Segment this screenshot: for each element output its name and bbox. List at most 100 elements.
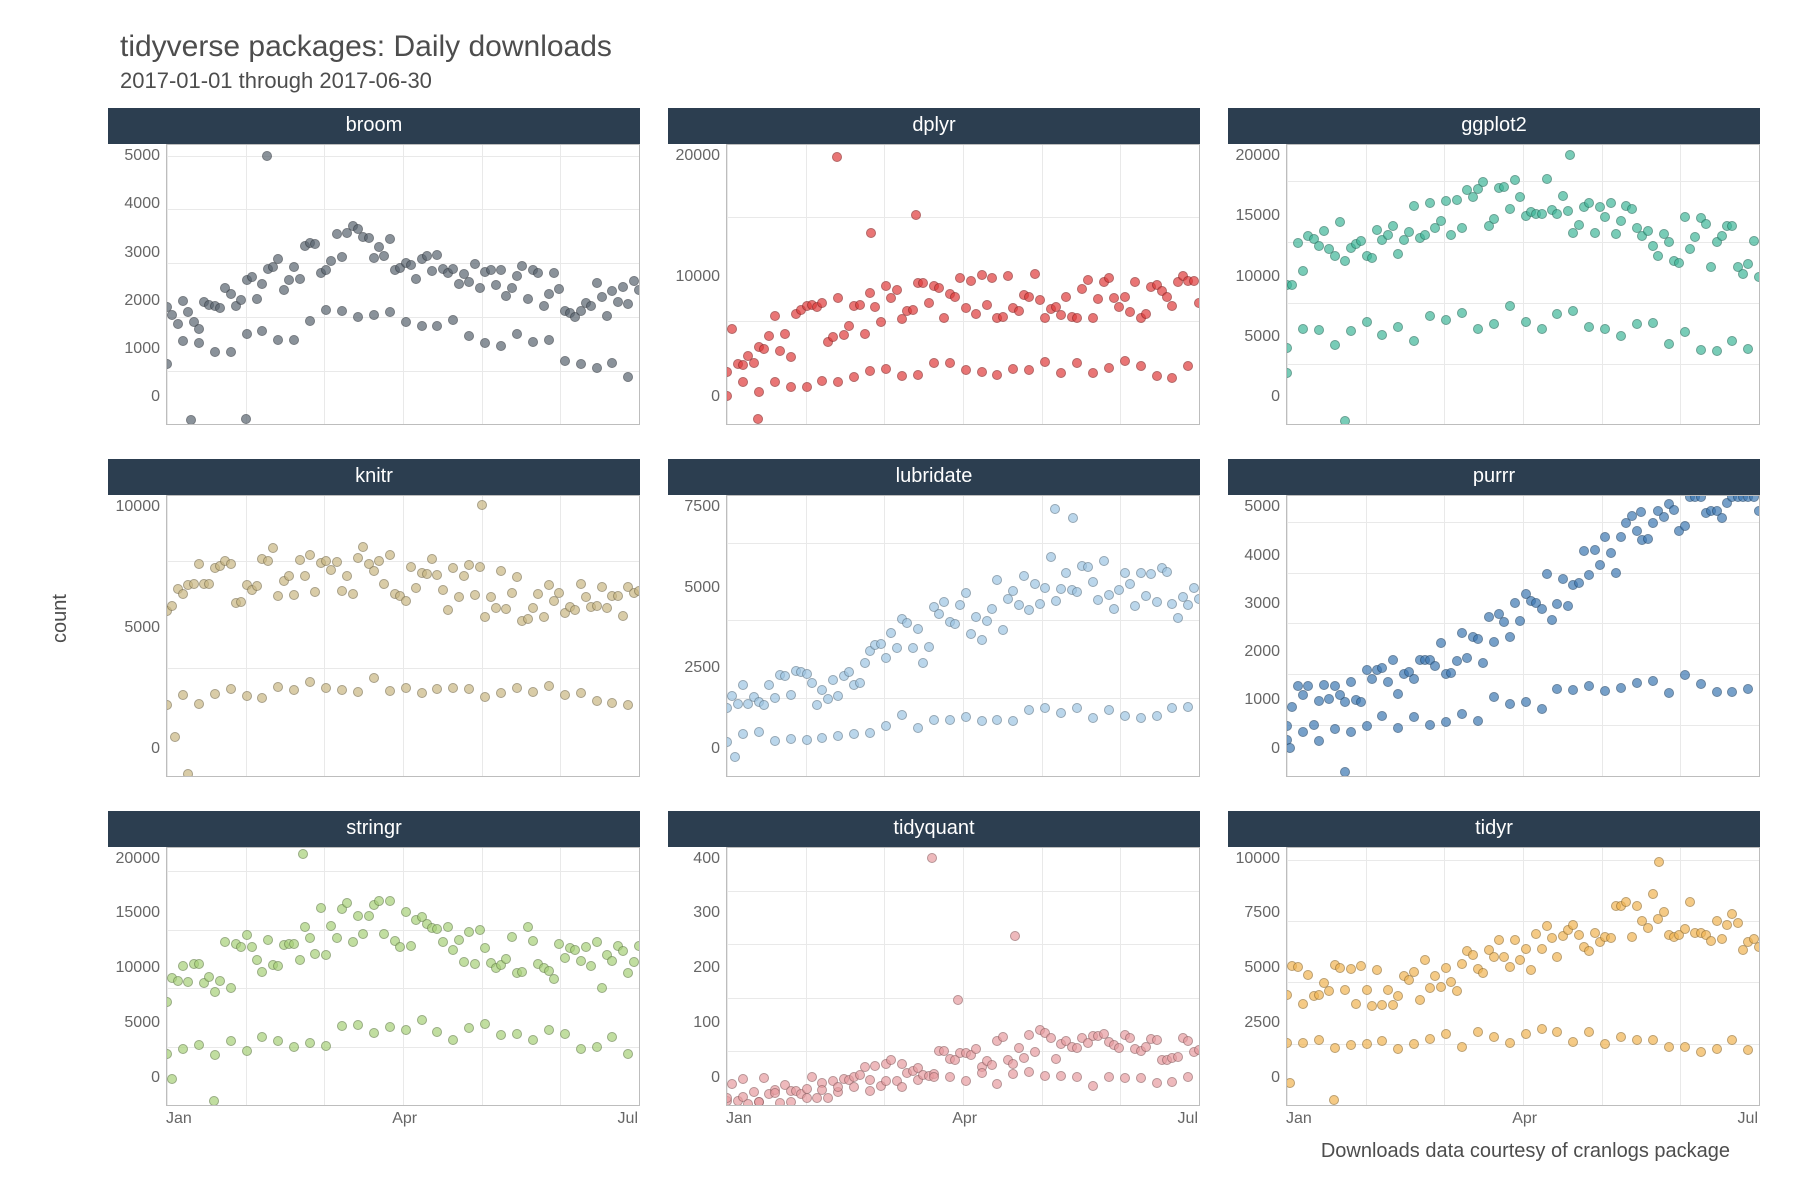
data-point — [1515, 616, 1525, 626]
data-point — [459, 957, 469, 967]
data-point — [1104, 590, 1114, 600]
data-point — [438, 937, 448, 947]
data-point — [1061, 568, 1071, 578]
data-point — [1152, 711, 1162, 721]
data-point — [401, 317, 411, 327]
data-point — [379, 251, 389, 261]
data-point — [183, 769, 193, 777]
y-tick-label: 20000 — [116, 851, 161, 867]
data-point — [358, 929, 368, 939]
data-point — [1457, 959, 1467, 969]
data-point — [226, 289, 236, 299]
data-point — [1298, 999, 1308, 1009]
data-point — [332, 557, 342, 567]
data-point — [1362, 985, 1372, 995]
data-point — [167, 1074, 177, 1084]
data-point — [1749, 236, 1759, 246]
data-point — [1125, 1033, 1135, 1043]
data-point — [1547, 933, 1557, 943]
data-point — [1743, 1045, 1753, 1055]
data-point — [1314, 1035, 1324, 1045]
data-point — [1584, 1027, 1594, 1037]
x-axis: JanAprJul — [108, 1106, 640, 1128]
plot-panel — [1286, 847, 1760, 1106]
x-tick-label: Jan — [726, 1110, 752, 1128]
data-point — [1194, 298, 1200, 308]
data-point — [1024, 1030, 1034, 1040]
data-point — [1510, 175, 1520, 185]
facet-strip: lubridate — [668, 459, 1200, 495]
y-tick-label: 300 — [693, 905, 720, 921]
y-tick-label: 2000 — [1244, 644, 1280, 660]
data-point — [1056, 708, 1066, 718]
data-point — [726, 391, 732, 401]
data-point — [1425, 1034, 1435, 1044]
data-point — [727, 1079, 737, 1089]
gridline-v — [1199, 145, 1200, 424]
data-point — [592, 1042, 602, 1052]
data-point — [570, 605, 580, 615]
data-point — [1489, 1032, 1499, 1042]
data-point — [1340, 697, 1350, 707]
data-point — [1489, 692, 1499, 702]
data-point — [726, 703, 732, 713]
data-point — [977, 716, 987, 726]
data-point — [1061, 292, 1071, 302]
data-point — [1425, 311, 1435, 321]
data-point — [496, 265, 506, 275]
data-point — [1537, 944, 1547, 954]
data-point — [1136, 713, 1146, 723]
data-point — [1727, 687, 1737, 697]
data-point — [1542, 569, 1552, 579]
facet-strip: knitr — [108, 459, 640, 495]
data-point — [470, 590, 480, 600]
data-point — [1194, 1045, 1200, 1055]
data-point — [860, 329, 870, 339]
data-point — [480, 943, 490, 953]
data-point — [305, 316, 315, 326]
data-point — [607, 698, 617, 708]
gridline-h — [1287, 776, 1759, 777]
data-point — [1314, 325, 1324, 335]
data-point — [1367, 674, 1377, 684]
data-point — [1303, 681, 1313, 691]
data-point — [1014, 600, 1024, 610]
data-point — [1372, 225, 1382, 235]
data-point — [364, 233, 374, 243]
data-point — [754, 727, 764, 737]
data-point — [1136, 568, 1146, 578]
y-tick-label: 20000 — [676, 148, 721, 164]
data-point — [1035, 599, 1045, 609]
data-point — [802, 1084, 812, 1094]
data-point — [512, 271, 522, 281]
data-point — [459, 571, 469, 581]
data-point — [1542, 174, 1552, 184]
data-point — [1083, 562, 1093, 572]
gridline-v — [1523, 496, 1524, 775]
data-point — [987, 273, 997, 283]
data-point — [406, 260, 416, 270]
data-point — [226, 983, 236, 993]
data-point — [1183, 361, 1193, 371]
gridline-v — [1444, 496, 1445, 775]
data-point — [1717, 934, 1727, 944]
data-point — [289, 685, 299, 695]
gridline-v — [1366, 848, 1367, 1105]
data-point — [586, 961, 596, 971]
data-point — [1749, 495, 1759, 501]
data-point — [1473, 324, 1483, 334]
data-point — [844, 321, 854, 331]
data-point — [770, 736, 780, 746]
data-point — [581, 942, 591, 952]
data-point — [1056, 368, 1066, 378]
data-point — [1420, 230, 1430, 240]
data-point — [886, 293, 896, 303]
data-point — [945, 715, 955, 725]
data-point — [1616, 331, 1626, 341]
y-tick-label: 15000 — [1236, 208, 1281, 224]
data-point — [1680, 924, 1690, 934]
data-point — [528, 1035, 538, 1045]
data-point — [1425, 198, 1435, 208]
data-point — [167, 601, 177, 611]
data-point — [1754, 942, 1760, 952]
